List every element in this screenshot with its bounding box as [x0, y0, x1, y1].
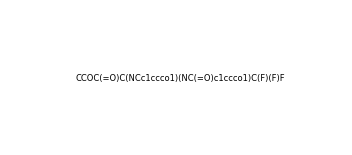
Text: CCOC(=O)C(NCc1ccco1)(NC(=O)c1ccco1)C(F)(F)F: CCOC(=O)C(NCc1ccco1)(NC(=O)c1ccco1)C(F)(… [76, 74, 285, 83]
